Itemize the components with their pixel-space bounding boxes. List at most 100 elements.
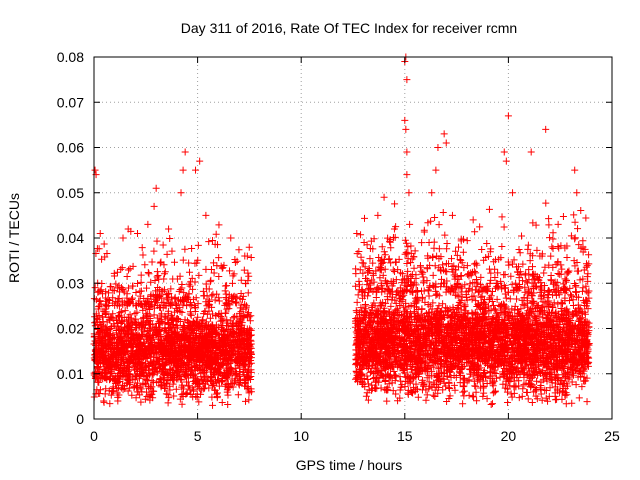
roti-point — [159, 304, 167, 312]
roti-point — [408, 271, 416, 279]
roti-point — [164, 399, 172, 407]
roti-point — [137, 278, 145, 286]
roti-point — [178, 391, 186, 399]
roti-point — [240, 266, 248, 274]
roti-point — [223, 316, 231, 324]
roti-point — [222, 309, 230, 317]
roti-point — [143, 388, 151, 396]
roti-point — [118, 308, 126, 316]
roti-point — [112, 326, 120, 334]
roti-point — [488, 400, 496, 408]
roti-point — [234, 391, 242, 399]
roti-point — [131, 310, 139, 318]
roti-point — [100, 397, 108, 405]
roti-point — [129, 262, 137, 270]
roti-point — [132, 289, 140, 297]
roti-point — [406, 220, 414, 228]
roti-point — [469, 392, 477, 400]
roti-point — [205, 238, 213, 246]
roti-point — [579, 237, 587, 245]
roti-point — [171, 295, 179, 303]
roti-point — [218, 264, 226, 272]
roti-point — [383, 397, 391, 405]
roti-point — [95, 245, 103, 253]
roti-point — [244, 289, 252, 297]
roti-point — [228, 294, 236, 302]
roti-point — [568, 399, 576, 407]
roti-point — [148, 258, 156, 266]
roti-point — [143, 284, 151, 292]
roti-point — [150, 387, 158, 395]
roti-point — [242, 280, 250, 288]
roti-point — [435, 221, 443, 229]
roti-point — [194, 241, 202, 249]
roti-point — [113, 268, 121, 276]
roti-point — [118, 285, 126, 293]
roti-point — [144, 268, 152, 276]
roti-point — [212, 230, 220, 238]
roti-point — [209, 381, 217, 389]
roti-point — [429, 271, 437, 279]
roti-point — [139, 251, 147, 259]
roti-point — [102, 385, 110, 393]
roti-point — [148, 390, 156, 398]
roti-point — [143, 393, 151, 401]
roti-point — [523, 388, 531, 396]
roti-point — [418, 239, 426, 247]
roti-point — [119, 386, 127, 394]
roti-point — [168, 247, 176, 255]
roti-point — [505, 261, 513, 269]
roti-point — [154, 272, 162, 280]
roti-point — [195, 398, 203, 406]
roti-point — [170, 258, 178, 266]
roti-point — [158, 299, 166, 307]
roti-point — [164, 390, 172, 398]
roti-point — [96, 297, 104, 305]
roti-point — [163, 250, 171, 258]
roti-point — [180, 385, 188, 393]
roti-point — [107, 283, 115, 291]
roti-point — [211, 296, 219, 304]
roti-point — [547, 252, 555, 260]
roti-point — [215, 254, 223, 262]
roti-point — [224, 384, 232, 392]
roti-point — [104, 289, 112, 297]
roti-point — [118, 318, 126, 326]
roti-point — [357, 304, 365, 312]
roti-point — [461, 387, 469, 395]
roti-point — [242, 302, 250, 310]
roti-point — [364, 376, 372, 384]
roti-point — [224, 322, 232, 330]
roti-point — [418, 305, 426, 313]
roti-point — [141, 261, 149, 269]
roti-point — [134, 280, 142, 288]
roti-point — [170, 392, 178, 400]
roti-point — [137, 385, 145, 393]
roti-point — [550, 299, 558, 307]
roti-point — [570, 211, 578, 219]
roti-point — [545, 215, 553, 223]
roti-point — [150, 311, 158, 319]
roti-point — [92, 249, 100, 257]
roti-point — [195, 271, 203, 279]
roti-point — [518, 232, 526, 240]
roti-point — [176, 286, 184, 294]
roti-point — [106, 400, 114, 408]
roti-point — [137, 271, 145, 279]
roti-point — [209, 401, 217, 409]
roti-point — [153, 314, 161, 322]
roti-point — [166, 234, 174, 242]
roti-point — [160, 275, 168, 283]
roti-point — [228, 279, 236, 287]
roti-point — [567, 232, 575, 240]
roti-point — [245, 396, 253, 404]
roti-point — [391, 200, 399, 208]
roti-point — [147, 278, 155, 286]
roti-point — [138, 244, 146, 252]
roti-point — [215, 294, 223, 302]
roti-point — [562, 400, 570, 408]
roti-point — [145, 270, 153, 278]
roti-point — [352, 270, 360, 278]
roti-point — [210, 380, 218, 388]
